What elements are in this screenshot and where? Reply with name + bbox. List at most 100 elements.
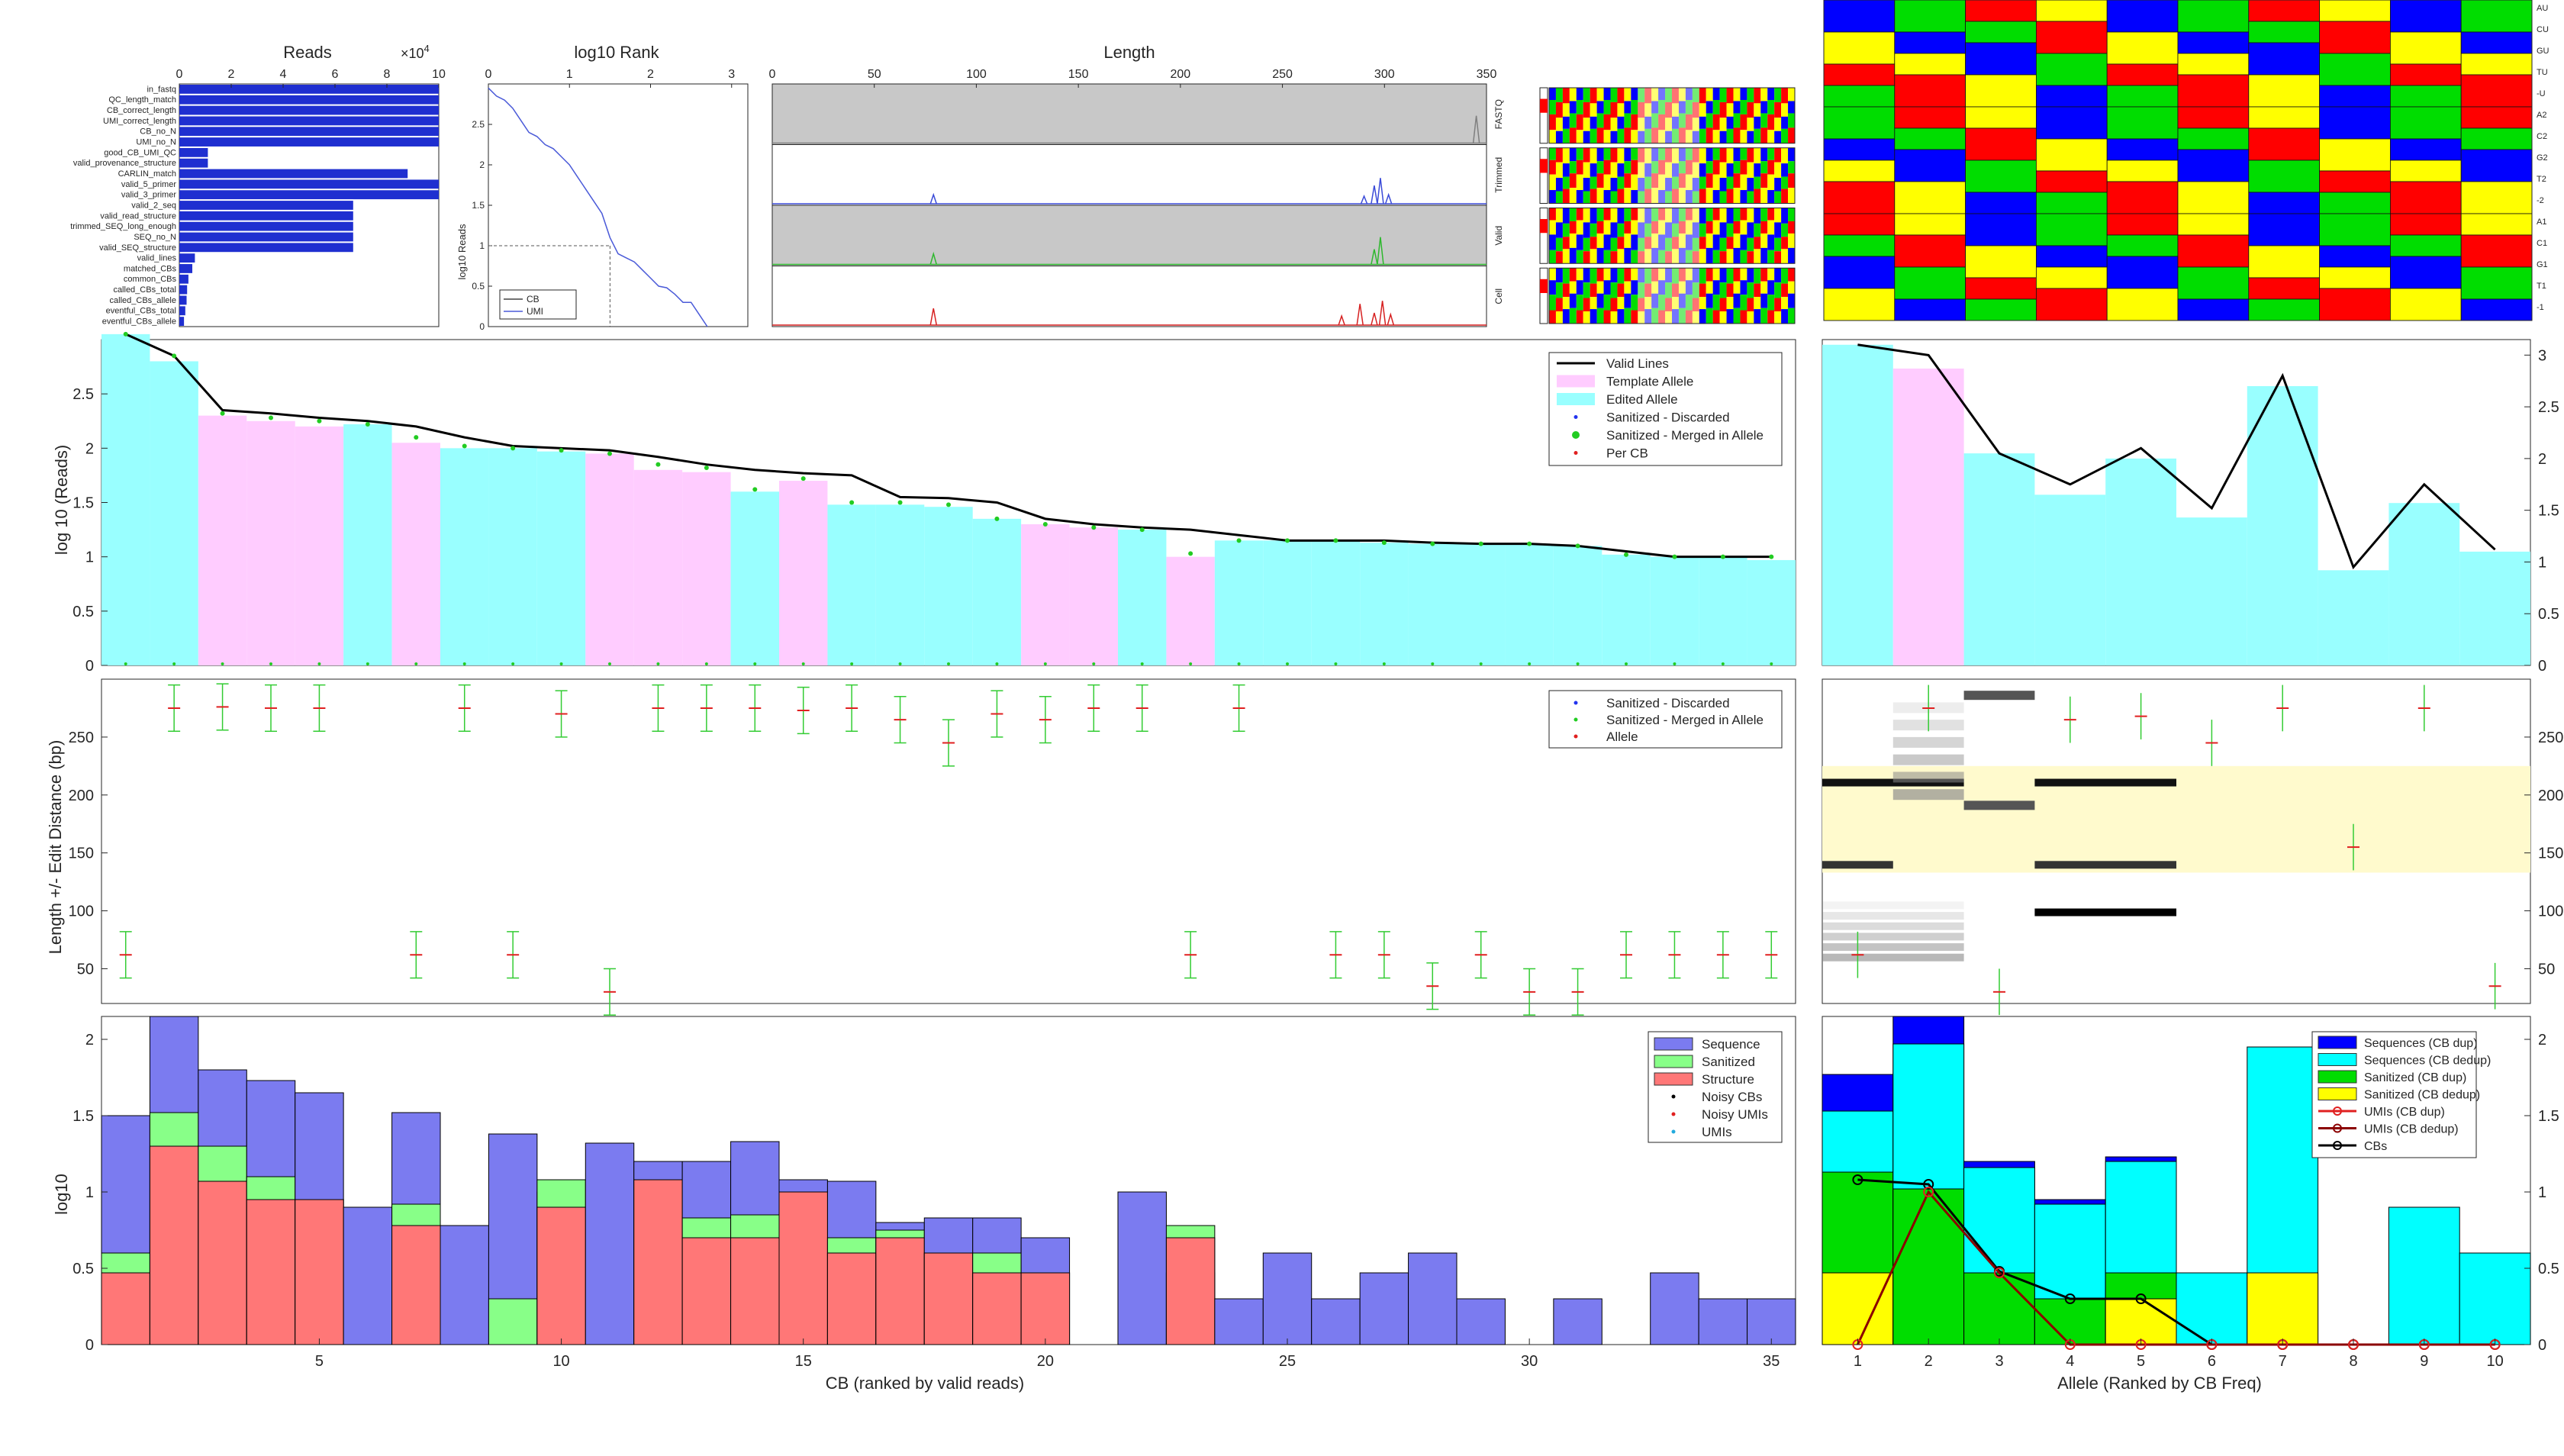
thumb-cell (1555, 251, 1563, 264)
bc-legend-label: UMIs (1702, 1125, 1732, 1139)
thumb-cell (1692, 88, 1699, 102)
thumb-cell (1767, 208, 1775, 221)
thumb-cell (1631, 234, 1638, 250)
thumb-side (1539, 147, 1548, 204)
comp-cell (2460, 74, 2533, 108)
thumb-cell (1726, 128, 1734, 143)
cb-merged-dot (559, 448, 564, 453)
thumb-cell (1788, 101, 1795, 114)
ba-legend-swatch (2318, 1036, 2357, 1049)
bc-bar (1650, 1272, 1699, 1345)
thumb-cell (1590, 188, 1597, 204)
ba-legend-label: CBs (2364, 1140, 2387, 1153)
thumb-cell (1685, 159, 1693, 175)
thumb-cell (1706, 101, 1713, 114)
thumb-cell (1767, 220, 1775, 235)
thumb-cell (1644, 147, 1652, 164)
thumb-cell (1569, 147, 1577, 162)
thumb-cell (1583, 298, 1590, 311)
comp-cell (2319, 288, 2391, 321)
thumb-cell (1672, 116, 1679, 129)
thumb-cell (1549, 280, 1556, 295)
bc-bar (1456, 1298, 1506, 1345)
thumb-cell (1774, 268, 1782, 283)
cb-bar (536, 451, 586, 665)
ba-legend-marker (2333, 1106, 2342, 1116)
thumb-cell (1699, 268, 1706, 284)
reads-bar-label: in_fastq (147, 85, 176, 94)
thumb-cell (1767, 114, 1775, 130)
thumb-cell (1658, 114, 1666, 130)
bc-xtick-label: 10 (552, 1353, 569, 1370)
thumb-cell (1638, 311, 1645, 324)
thumb-cell (1726, 237, 1734, 250)
reads-bar-label: eventful_CBs_allele (102, 317, 176, 327)
thumb-cell (1754, 103, 1761, 117)
thumb-cell (1672, 163, 1679, 177)
thumb-cell (1549, 220, 1556, 235)
comp-cell (2319, 85, 2391, 108)
thumb-cell (1610, 251, 1618, 264)
ba-xtick-label: 2 (1925, 1353, 1933, 1370)
thumb-cell (1617, 237, 1625, 250)
thumb-cell (1665, 268, 1672, 283)
thumb-cell (1651, 161, 1659, 174)
bc-bar (1020, 1272, 1071, 1345)
cb-bar (1408, 543, 1457, 665)
thumb-cell (1747, 191, 1754, 204)
comp-cell (2035, 21, 2108, 54)
reads-bar (179, 211, 353, 221)
cb-base-dot (1625, 662, 1628, 665)
rank-ytick-label: 2.5 (472, 119, 485, 130)
thumb-cell (1726, 208, 1734, 224)
length-row (771, 144, 1487, 206)
length-peak (1377, 237, 1384, 265)
thumb-cell (1596, 113, 1604, 128)
thumb-cell (1781, 88, 1789, 104)
thumb-cell (1767, 268, 1775, 281)
thumb-cell (1596, 147, 1604, 162)
thumb-cell (1617, 268, 1625, 284)
comp-cell (2460, 149, 2533, 182)
thumb-cell (1685, 295, 1693, 311)
thumb-cell (1569, 127, 1577, 143)
length-tick-label: 200 (1171, 68, 1191, 81)
thumb-cell (1685, 280, 1693, 295)
comp-cell (1965, 106, 2037, 129)
cb-bar (972, 518, 1022, 665)
comp-cell (1823, 138, 1896, 161)
thumb-cell (1596, 247, 1604, 264)
thumb-cell (1760, 281, 1768, 294)
cb-ytick-label: 0 (85, 658, 94, 675)
comp-cell (1965, 0, 2037, 22)
thumb-cell (1603, 220, 1611, 235)
rank-legend-umi: UMI (527, 306, 543, 317)
thumb-cell (1760, 308, 1768, 324)
thumb-cell (1747, 101, 1754, 118)
cb-bar (585, 453, 634, 665)
thumb-cell (1747, 282, 1754, 298)
thumb-cell (1610, 298, 1618, 311)
bc-bar (149, 1145, 199, 1345)
thumb-cell (1610, 101, 1618, 118)
thumb-cell (1754, 88, 1761, 104)
thumb-cell (1706, 221, 1713, 234)
thumb-cell (1712, 88, 1720, 101)
thumb-cell (1781, 283, 1789, 298)
thumb-cell (1603, 114, 1611, 130)
thumb-cell (1583, 101, 1590, 118)
thumb-cell (1747, 268, 1754, 283)
length-tick-label: 100 (966, 68, 987, 81)
bc-bar (1165, 1237, 1216, 1345)
thumb-cell (1788, 308, 1795, 324)
thumb-cell (1699, 147, 1706, 164)
cb-bar (875, 504, 925, 665)
le2-shade (1822, 943, 1964, 952)
comp-cell (2106, 0, 2179, 33)
comp-cell (2035, 138, 2108, 172)
comp-row-label: C1 (2537, 239, 2547, 248)
comp-cell (1894, 31, 1966, 54)
comp-cell (2035, 213, 2108, 246)
thumb-cell (1590, 163, 1597, 177)
